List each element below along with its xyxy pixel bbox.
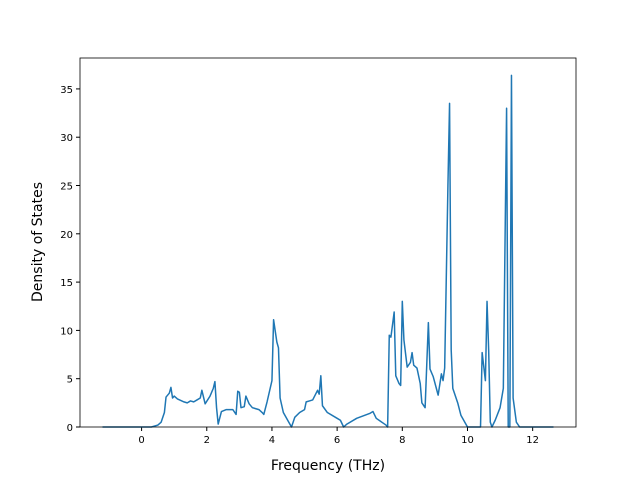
y-tick-label: 0 [67, 423, 73, 434]
y-tick-label: 35 [60, 85, 73, 96]
x-tick-label: 4 [269, 435, 275, 446]
plot-frame [79, 57, 577, 428]
x-tick-label: 12 [526, 435, 539, 446]
data-line [102, 74, 554, 428]
x-tick-label: 2 [204, 435, 210, 446]
y-tick-label: 20 [60, 230, 73, 241]
y-tick-label: 5 [67, 375, 73, 386]
x-tick-label: 6 [334, 435, 340, 446]
y-tick-label: 15 [60, 278, 73, 289]
x-axis-label: Frequency (THz) [271, 458, 385, 474]
y-tick-label: 25 [60, 182, 73, 193]
y-axis-label: Density of States [30, 182, 46, 302]
x-tick-label: 8 [399, 435, 405, 446]
x-tick-label: 10 [461, 435, 474, 446]
x-tick-label: 0 [138, 435, 144, 446]
y-tick-label: 30 [60, 133, 73, 144]
y-tick-label: 10 [60, 326, 73, 337]
